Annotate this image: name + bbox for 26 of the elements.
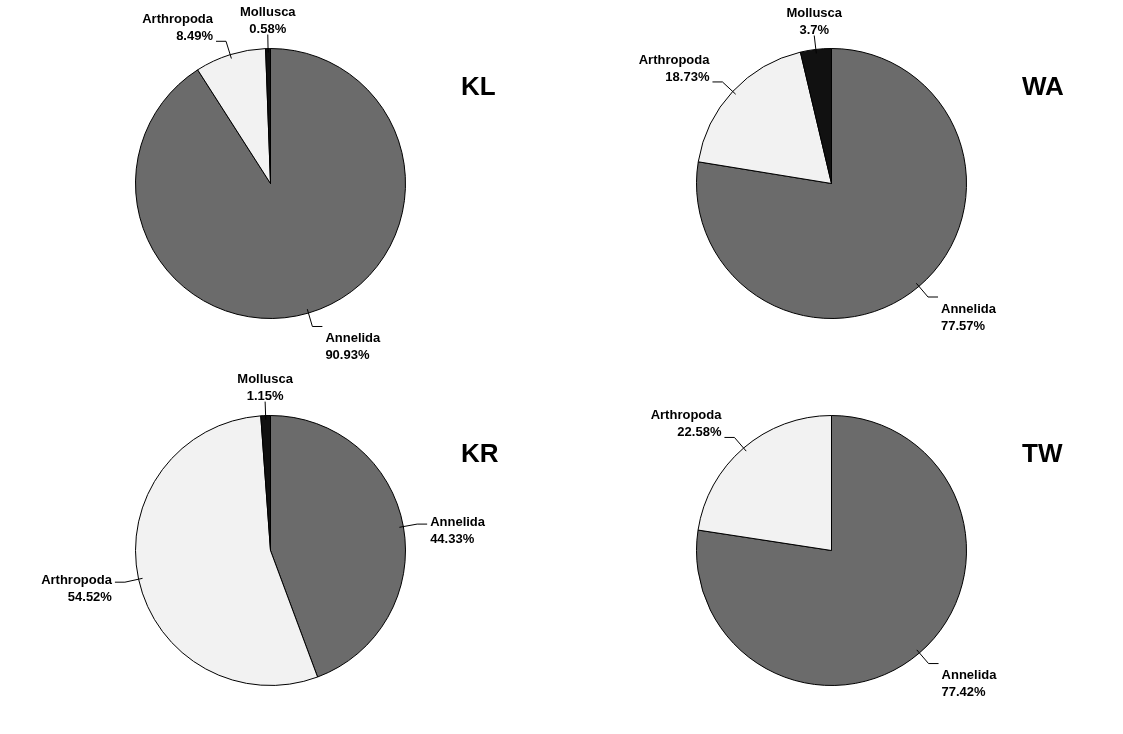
slice-label: Annelida	[941, 300, 997, 316]
text: WA	[1022, 71, 1065, 102]
text: KR	[461, 438, 499, 469]
slice-label: Annelida	[325, 330, 382, 346]
text: KL	[461, 71, 496, 102]
slice-label: Annelida	[430, 513, 486, 529]
data-label: 54.52%	[67, 588, 113, 604]
slice-label: Arthropoda	[650, 407, 723, 423]
data-label: 3.7%	[799, 22, 830, 38]
text: TW	[1022, 438, 1063, 469]
slice-label: Mollusca	[786, 5, 843, 21]
slice-label: Mollusca	[237, 371, 294, 387]
slice-label: Arthropoda	[41, 571, 113, 587]
data-label: 90.93%	[325, 347, 370, 363]
slice-label: Annelida	[941, 667, 998, 683]
data-label: 77.57%	[941, 317, 986, 333]
data-label: 44.33%	[430, 530, 475, 546]
slice-label: Mollusca	[239, 4, 297, 20]
data-label: 22.58%	[677, 424, 722, 440]
data-label: 77.42%	[941, 684, 987, 700]
data-label: 8.49%	[176, 27, 214, 43]
slice-label: Arthropoda	[638, 51, 711, 67]
slice-label: Arthropoda	[142, 10, 214, 26]
data-label: 18.73%	[665, 68, 710, 84]
data-label: 0.58%	[249, 21, 287, 37]
data-label: 1.15%	[246, 388, 284, 404]
